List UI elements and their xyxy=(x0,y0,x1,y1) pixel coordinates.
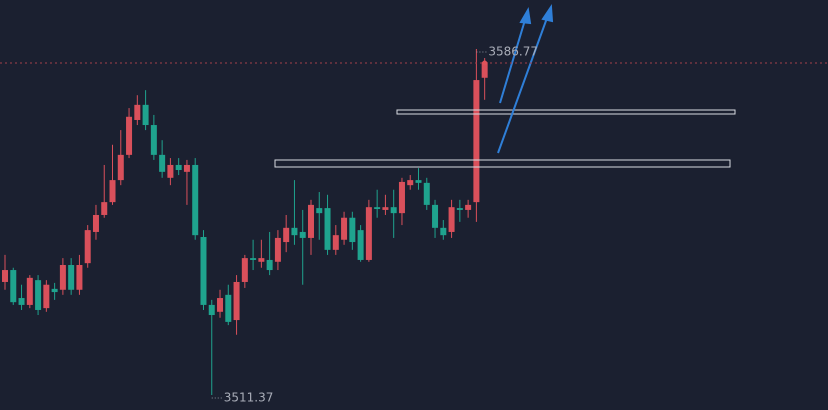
candle-body xyxy=(407,180,414,186)
candle-body xyxy=(134,104,141,120)
high-label: 3586.77 xyxy=(488,45,538,59)
candle-body xyxy=(390,207,397,214)
candle-body xyxy=(59,264,66,290)
candle-body xyxy=(76,264,83,290)
candle-body xyxy=(2,270,8,282)
candle-body xyxy=(456,208,463,210)
candle-body xyxy=(465,204,472,210)
candle-body xyxy=(217,298,224,312)
candle-body xyxy=(307,204,314,238)
arrow xyxy=(499,7,532,104)
candle-body xyxy=(324,208,331,250)
candle-body xyxy=(357,230,364,260)
candle-body xyxy=(481,62,488,78)
labels: 3586.77 3511.37 xyxy=(0,45,828,405)
candle-body xyxy=(349,217,356,243)
candle-body xyxy=(233,281,240,321)
candle-body xyxy=(159,154,166,172)
candle-body xyxy=(51,288,58,293)
candle-body xyxy=(68,264,75,290)
candle-body xyxy=(200,237,207,305)
candle-body xyxy=(250,258,257,260)
candle-body xyxy=(35,280,42,310)
candle-body xyxy=(274,237,281,262)
candle-body xyxy=(341,217,348,240)
candle-body xyxy=(208,304,215,316)
candle-body xyxy=(117,154,124,181)
candle-body xyxy=(382,207,389,210)
candle-body xyxy=(126,116,133,155)
candle-body xyxy=(192,164,199,236)
candle-body xyxy=(448,207,455,232)
candle-body xyxy=(10,270,17,303)
zone-box xyxy=(396,109,736,115)
candle-body xyxy=(26,277,33,305)
candle-body xyxy=(291,227,298,236)
candle-body xyxy=(258,258,265,262)
candle-body xyxy=(241,258,248,282)
candle-body xyxy=(150,125,157,155)
candle-body xyxy=(332,235,339,250)
candle-body xyxy=(266,259,273,271)
candle-body xyxy=(432,204,439,228)
candle-body xyxy=(175,164,182,171)
candle-body xyxy=(374,207,381,210)
candle-body xyxy=(18,298,25,305)
candle-body xyxy=(316,208,323,214)
candle-body xyxy=(283,227,290,243)
candle-body xyxy=(167,164,174,178)
candle-body xyxy=(43,284,50,309)
candle-body xyxy=(473,80,480,203)
candle-body xyxy=(92,214,99,232)
candle-body xyxy=(101,202,108,215)
candle-body xyxy=(440,227,447,236)
high-marker xyxy=(482,60,488,66)
candle-body xyxy=(365,207,372,260)
arrow-head xyxy=(541,4,554,23)
zone-box xyxy=(274,159,731,168)
low-label: 3511.37 xyxy=(224,391,274,405)
candle-body xyxy=(183,164,190,172)
arrow-line xyxy=(497,17,548,154)
candle-body xyxy=(398,181,405,214)
candle-body xyxy=(142,104,149,126)
arrow xyxy=(497,4,554,154)
bodies xyxy=(2,62,488,322)
candle-body xyxy=(423,182,430,205)
candle-body xyxy=(415,180,422,183)
arrow-head xyxy=(519,7,532,25)
arrow-line xyxy=(499,19,526,104)
candle-body xyxy=(84,230,91,264)
candle-body xyxy=(225,294,232,322)
candle-body xyxy=(299,231,306,238)
candle-body xyxy=(109,180,116,203)
